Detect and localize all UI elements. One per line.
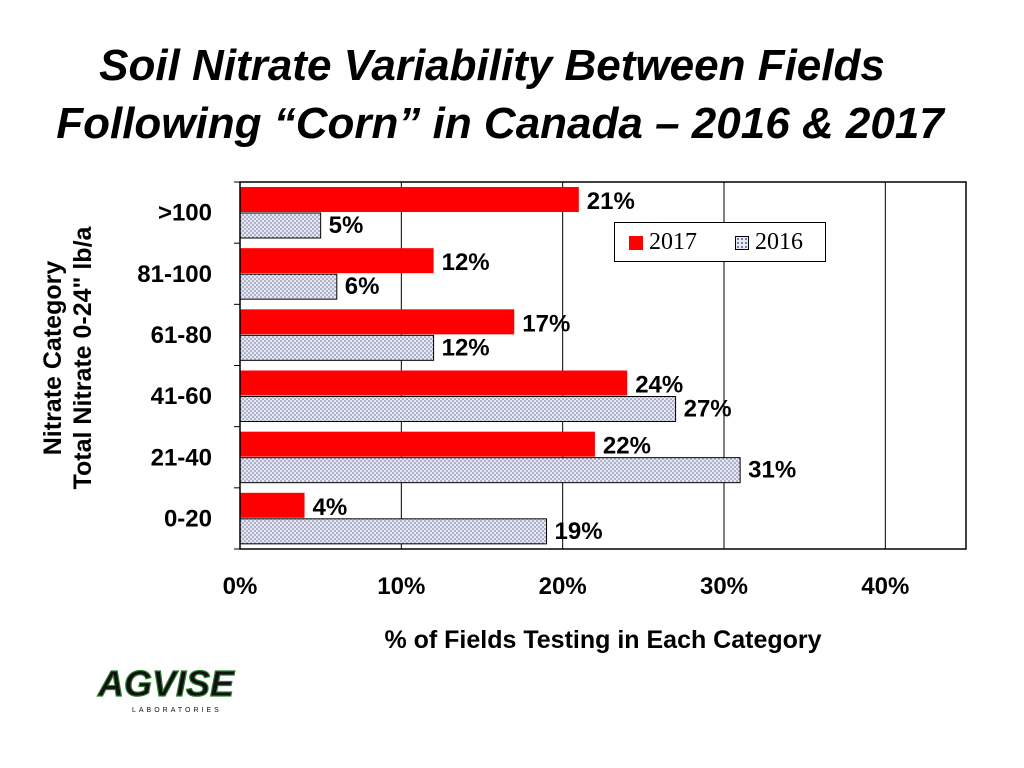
- data-label-2017: 12%: [442, 249, 490, 276]
- bar-2016: [239, 334, 435, 361]
- data-label-2016: 12%: [442, 334, 490, 361]
- agvise-logo: AGVISE LABORATORIES: [96, 662, 235, 714]
- category-label: 41-60: [151, 383, 212, 410]
- legend-item-2016: 2016: [735, 229, 803, 256]
- bar-2017: [240, 187, 579, 212]
- data-label-2016: 27%: [684, 396, 732, 423]
- bar-2016: [239, 518, 548, 545]
- y-axis-label-line2: Total Nitrate 0-24" lb/a: [69, 226, 97, 490]
- legend-label-2016: 2016: [755, 229, 803, 255]
- bar-2017: [240, 248, 434, 274]
- data-label-2017: 24%: [635, 372, 683, 399]
- category-label: 0-20: [164, 505, 212, 532]
- data-label-2017: 17%: [522, 310, 570, 337]
- data-label-2017: 22%: [603, 433, 651, 460]
- bar-2017: [240, 309, 515, 335]
- x-tick-label: 30%: [700, 573, 748, 600]
- bar-2016: [239, 273, 338, 300]
- x-tick-label: 20%: [539, 573, 587, 600]
- bar-2016: [239, 457, 741, 484]
- x-tick-label: 40%: [861, 573, 909, 600]
- data-label-2016: 31%: [748, 457, 796, 484]
- logo-subtext: LABORATORIES: [132, 707, 222, 714]
- plot-area-frame: [239, 181, 967, 550]
- data-label-2016: 19%: [555, 518, 603, 545]
- legend: 2017 2016: [614, 222, 826, 262]
- x-tick-label: 0%: [223, 573, 258, 600]
- legend-label-2017: 2017: [649, 229, 697, 255]
- x-axis-label: % of Fields Testing in Each Category: [384, 626, 822, 654]
- data-label-2016: 6%: [345, 273, 380, 300]
- bar-2016: [239, 396, 677, 422]
- bar-2016: [239, 212, 322, 239]
- x-tick-label: 10%: [377, 573, 425, 600]
- legend-item-2017: 2017: [629, 229, 697, 256]
- legend-swatch-2016: [735, 235, 749, 250]
- bar-2017: [240, 370, 628, 396]
- data-label-2017: 4%: [313, 494, 348, 521]
- chart-title-line2: Following “Corn” in Canada – 2016 & 2017: [56, 99, 944, 148]
- category-label: 81-100: [137, 261, 212, 288]
- category-label: >100: [158, 200, 212, 227]
- data-label-2016: 5%: [329, 212, 364, 239]
- y-axis-label: Nitrate Category Total Nitrate 0-24" lb/…: [38, 227, 98, 490]
- bar-2017: [240, 492, 305, 518]
- category-label: 61-80: [151, 322, 212, 349]
- chart-title-line1: Soil Nitrate Variability Between Fields: [99, 41, 885, 90]
- bar-2017: [240, 431, 595, 457]
- y-axis-label-line1: Nitrate Category: [39, 260, 67, 456]
- legend-swatch-2017: [629, 235, 643, 250]
- data-label-2017: 21%: [587, 188, 635, 215]
- logo-wordmark: AGVISE: [97, 663, 235, 704]
- category-label: 21-40: [151, 444, 212, 471]
